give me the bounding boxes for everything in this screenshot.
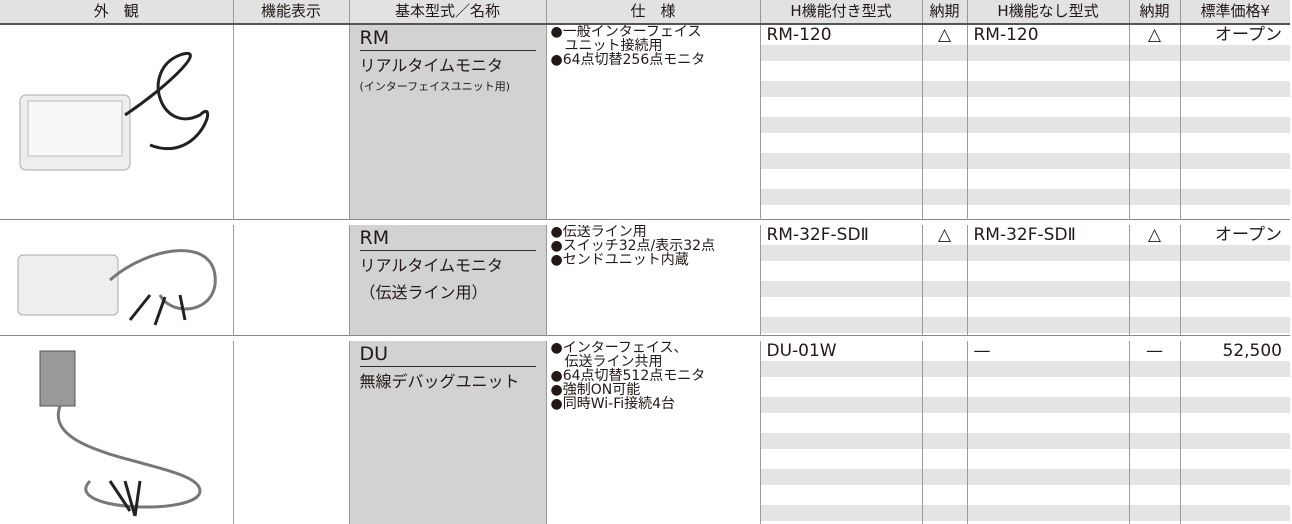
nh-lead-cell: — [1128,341,1180,524]
spec-line: ●64点切替512点モニタ [550,368,706,384]
spec-line: ●強制ON可能 [550,382,641,398]
spec-line: ●スイッチ32点/表示32点 [550,238,716,254]
header-cell: 納期 [1128,0,1180,25]
function-cell [232,341,349,524]
h-lead-cell [921,341,967,524]
header-row: 外 観機能表示 基本型式／名称仕 様 H機能付き型式 納期 H機能なし型式 納期 標準価格¥ [0,0,1290,25]
name-cell: RM リアルタイムモニタ （伝送ライン用） [348,225,546,336]
image-cell [0,24,233,220]
h-model-cell: DU-01W [759,341,922,524]
nh-lead-cell: △ [1128,24,1180,220]
nh-lead-cell: △ [1128,225,1180,336]
model-code: RM [359,225,536,251]
spec-cell: ●伝送ライン用 ●スイッチ32点/表示32点 ●センドユニット内蔵 [545,225,760,336]
h-model-cell: RM-32F-SDⅡ [759,225,922,336]
product-image [39,350,202,517]
header-cell: 仕 様 [545,0,760,25]
product-row: DU 無線デバッグユニット ●インターフェイス、 伝送ライン共用 ●64点切替512点… [0,341,1290,524]
separator-cell [0,219,1290,225]
spec-line: ●一般インターフェイス [550,24,702,40]
product-image [17,249,217,326]
model-name-sub: （伝送ライン用） [359,283,488,302]
h-lead-cell: △ [921,225,967,336]
product-image [19,52,210,171]
header-cell: H機能付き型式 [759,0,922,25]
header-cell: 機能表示 [232,0,349,25]
spec-line: ●センドユニット内蔵 [550,252,689,268]
table-body: RM リアルタイムモニタ (インターフェイスユニット用) ●一般インターフェイス ユニ… [0,24,1290,524]
product-row: RM リアルタイムモニタ （伝送ライン用） ●伝送ライン用 ●スイッチ32点/表示32点… [0,225,1290,336]
nh-model-cell: RM-32F-SDⅡ [966,225,1129,336]
nh-model-cell: RM-120 [966,24,1129,220]
model-code: DU [359,341,536,367]
image-cell [0,225,233,336]
name-cell: DU 無線デバッグユニット [348,341,546,524]
header-cell: 基本型式／名称 [348,0,546,25]
spec-line: ●伝送ライン用 [550,225,647,240]
spec-line: ●64点切替256点モニタ [550,52,706,68]
model-name: リアルタイムモニタ [359,256,504,275]
spec-cell: ●インターフェイス、 伝送ライン共用 ●64点切替512点モニタ ●強制ON可能 ●同… [545,341,760,524]
spec-line: ●インターフェイス、 [550,341,688,356]
spec-line: ユニット接続用 [550,38,663,54]
function-cell [232,24,349,220]
price-cell: オープン [1179,24,1290,220]
model-name: リアルタイムモニタ [359,56,504,75]
function-cell [232,225,349,336]
model-note: (インターフェイスユニット用) [359,80,511,93]
spec-cell: ●一般インターフェイス ユニット接続用 ●64点切替256点モニタ [545,24,760,220]
price-cell: 52,500 [1179,341,1290,524]
image-cell [0,341,233,524]
model-name: 無線デバッグユニット [359,372,520,391]
spec-line: 伝送ライン共用 [550,354,663,370]
model-code: RM [359,25,536,51]
header-cell: 外 観 [0,0,233,25]
h-model-cell: RM-120 [759,24,922,220]
h-lead-cell: △ [921,24,967,220]
product-row: RM リアルタイムモニタ (インターフェイスユニット用) ●一般インターフェイス ユニ… [0,24,1290,220]
row-separator [0,335,1290,341]
header-cell: 納期 [921,0,967,25]
nh-model-cell: — [966,341,1129,524]
spec-line: ●同時Wi-Fi接続4台 [550,396,676,412]
name-cell: RM リアルタイムモニタ (インターフェイスユニット用) [348,24,546,220]
header-cell: 標準価格¥ [1179,0,1290,25]
row-separator [0,219,1290,225]
price-cell: オープン [1179,225,1290,336]
header-cell: H機能なし型式 [966,0,1129,25]
separator-cell [0,335,1290,341]
